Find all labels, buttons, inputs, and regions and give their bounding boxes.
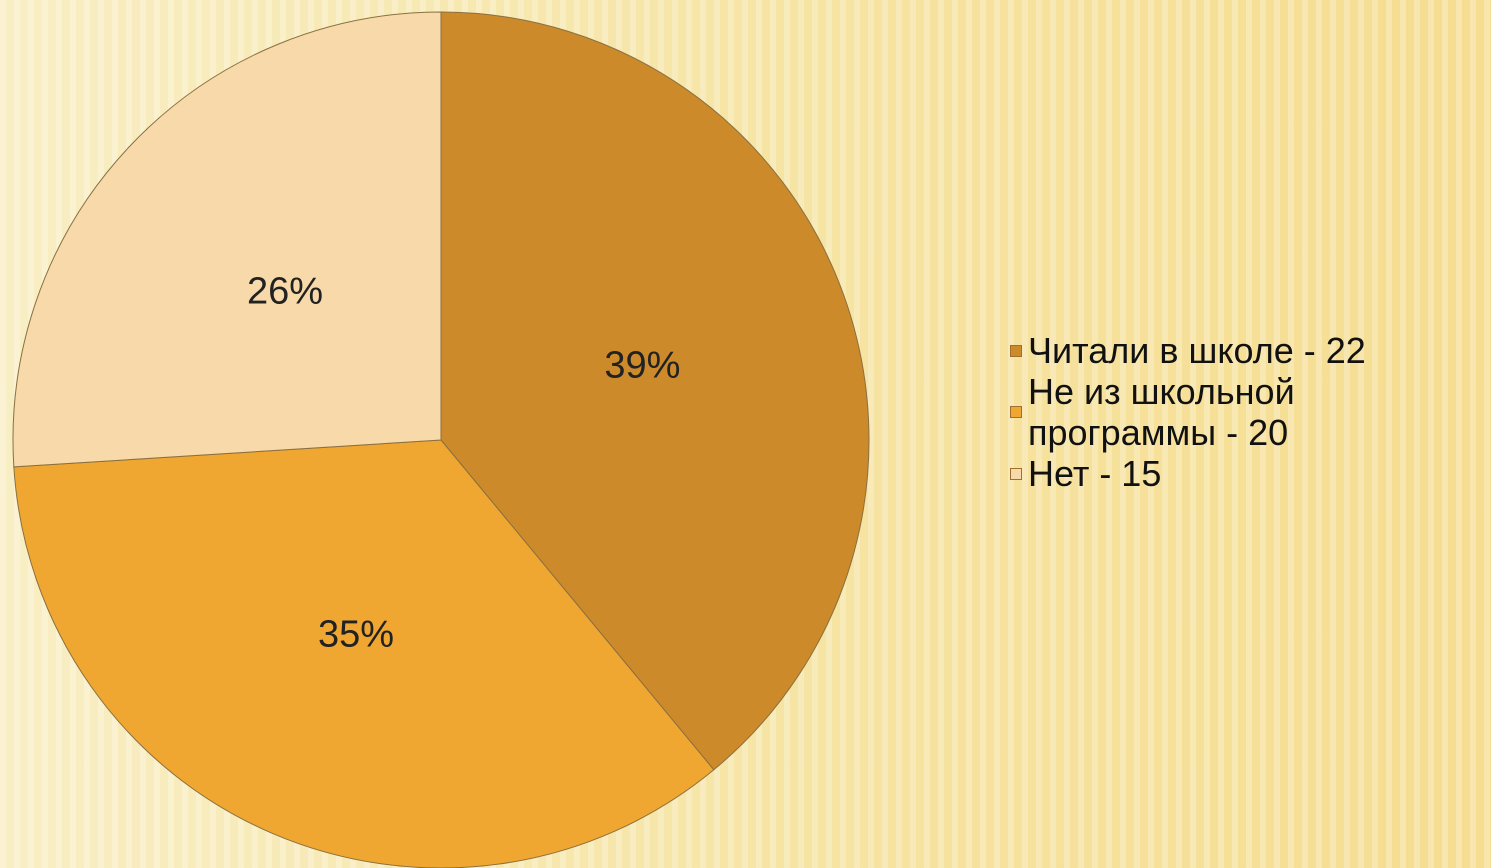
pie-slice [440, 11, 870, 771]
pie-slice [13, 439, 715, 868]
legend-item: Не из школьной программы - 20 [1010, 371, 1483, 453]
legend-item: Читали в школе - 22 [1010, 330, 1483, 371]
legend-swatch [1010, 406, 1022, 418]
legend-label: Не из школьной программы - 20 [1028, 371, 1295, 453]
legend-label: Читали в школе - 22 [1028, 330, 1366, 371]
data-label: 39% [604, 345, 680, 387]
data-label: 26% [247, 271, 323, 313]
pie-slice [12, 11, 442, 468]
legend-item: Нет - 15 [1010, 453, 1483, 494]
legend: Читали в школе - 22 Не из школьной програ… [1010, 330, 1483, 494]
legend-swatch [1010, 467, 1022, 480]
legend-label: Нет - 15 [1028, 453, 1162, 494]
legend-swatch [1010, 344, 1022, 357]
data-label: 35% [318, 613, 394, 655]
